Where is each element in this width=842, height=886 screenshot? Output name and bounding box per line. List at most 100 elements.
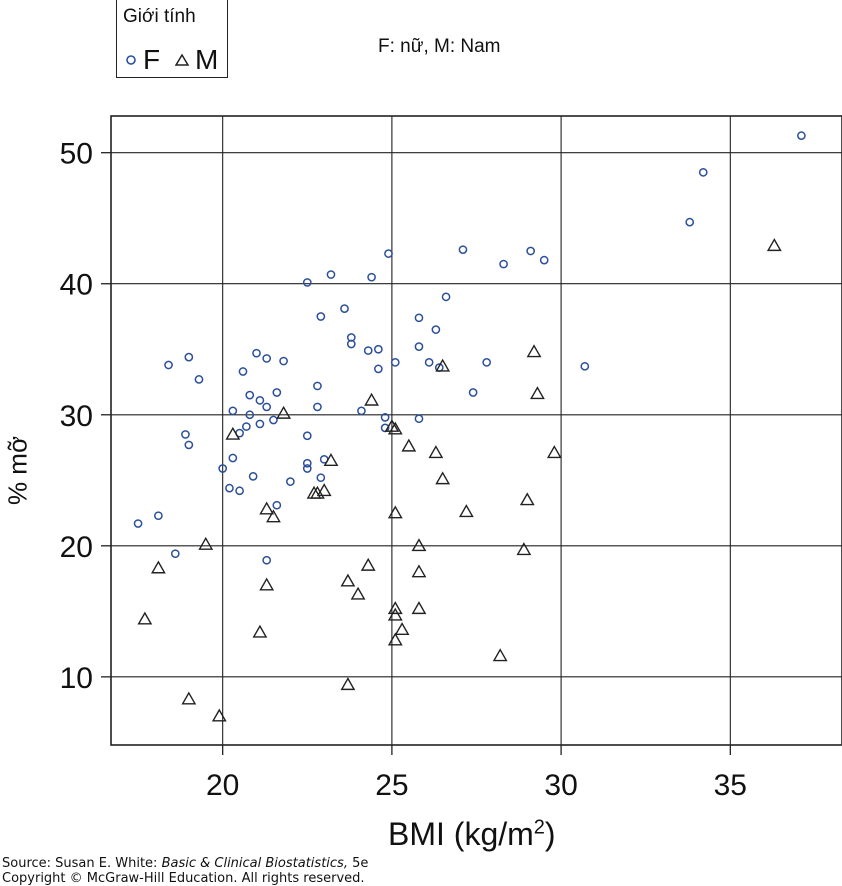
data-point-m [492, 648, 508, 662]
data-point-m [516, 542, 532, 556]
data-point-m [387, 601, 403, 615]
data-point-f [255, 419, 265, 429]
source-suffix: 5e [347, 856, 369, 871]
data-point-m [340, 573, 356, 587]
data-point-m [276, 405, 292, 419]
data-point-m [387, 632, 403, 646]
data-point-f [424, 358, 434, 367]
data-point-f [164, 360, 173, 370]
data-point-f [286, 477, 295, 486]
data-point-f [302, 464, 312, 473]
data-point-f [245, 390, 255, 400]
y-tick-label: 40 [60, 269, 93, 302]
data-point-m [259, 577, 275, 591]
data-point-m [401, 438, 417, 452]
data-point-f [262, 354, 272, 363]
plot-frame [110, 115, 842, 746]
data-point-f [248, 472, 258, 481]
data-point-f [228, 453, 238, 463]
data-point-f [225, 483, 234, 493]
data-point-f [384, 249, 393, 258]
data-point-m [266, 509, 281, 523]
legend-title: Giới tính [123, 6, 196, 27]
source-prefix: Source: Susan E. White: [2, 856, 162, 871]
data-point-f [374, 364, 383, 374]
data-point-m [360, 557, 376, 571]
data-point-m [340, 677, 356, 691]
data-point-m [364, 392, 379, 406]
legend-label-f: F [143, 44, 161, 75]
data-point-f [313, 402, 322, 412]
data-point-m [387, 607, 403, 621]
y-tick-label: 10 [60, 662, 93, 695]
y-tick-label: 20 [60, 531, 93, 564]
data-point-f [316, 473, 326, 483]
data-point-m [411, 564, 427, 578]
data-point-f [154, 511, 163, 521]
data-point-f [238, 367, 248, 376]
x-tick-label: 30 [544, 769, 577, 802]
data-point-m [411, 538, 427, 552]
data-point-f [133, 519, 143, 528]
data-point-f [252, 348, 261, 358]
data-point-f [228, 406, 238, 416]
data-point-m [394, 622, 410, 636]
data-point-f [363, 346, 373, 355]
y-tick-label: 50 [60, 138, 93, 171]
data-point-m [428, 445, 444, 459]
data-point-m [316, 483, 332, 497]
legend-label-m: M [195, 44, 219, 75]
data-point-f [380, 413, 390, 422]
data-point-m [198, 536, 214, 550]
data-point-f [580, 361, 590, 371]
data-point-f [685, 217, 695, 227]
data-point-f [302, 431, 312, 441]
data-point-f [181, 430, 190, 439]
data-point-f [431, 325, 441, 334]
data-point-f [194, 375, 204, 384]
data-point-f [242, 422, 251, 431]
data-point-f [302, 458, 312, 468]
source-citation: Source: Susan E. White: Basic & Clinical… [2, 856, 368, 886]
data-point-f [272, 500, 282, 510]
x-axis-label: BMI (kg/m2) [388, 816, 556, 853]
data-point-m [387, 421, 403, 435]
y-tick-label: 30 [60, 400, 93, 433]
data-point-f [255, 396, 265, 405]
circle-marker-icon [126, 55, 136, 65]
data-point-m [435, 358, 451, 372]
grid-lines [111, 116, 842, 745]
data-point-f [414, 414, 424, 424]
data-point-f [313, 381, 322, 391]
data-point-f [526, 246, 535, 256]
data-point-f [269, 415, 278, 425]
data-point-f [441, 292, 451, 302]
data-point-m [225, 426, 241, 440]
data-point-f [184, 352, 194, 362]
data-point-m [310, 485, 325, 499]
data-point-f [184, 440, 194, 450]
data-point-f [262, 555, 272, 565]
y-axis-label: % mỡ [2, 435, 33, 506]
x-tick-label: 20 [206, 769, 239, 802]
data-point-f [170, 549, 180, 559]
data-point-m [435, 471, 451, 485]
data-point-m [766, 238, 782, 252]
data-point-m [384, 418, 400, 432]
data-point-m [181, 691, 197, 705]
data-point-f [374, 344, 383, 354]
data-points [133, 131, 806, 722]
legend-item-m: M [175, 44, 218, 76]
data-point-f [367, 272, 376, 282]
data-point-f [414, 313, 424, 323]
source-book: Basic & Clinical Biostatistics, [161, 856, 348, 871]
data-point-f [326, 270, 336, 279]
data-point-m [546, 445, 562, 459]
data-point-f [272, 388, 282, 397]
x-axis-ticks: 20 25 30 35 [206, 745, 747, 802]
data-point-m [150, 560, 166, 574]
copyright-line: Copyright © McGraw-Hill Education. All r… [2, 871, 365, 886]
triangle-marker-icon [175, 54, 189, 66]
data-point-f [245, 410, 255, 420]
data-point-f [499, 259, 508, 269]
